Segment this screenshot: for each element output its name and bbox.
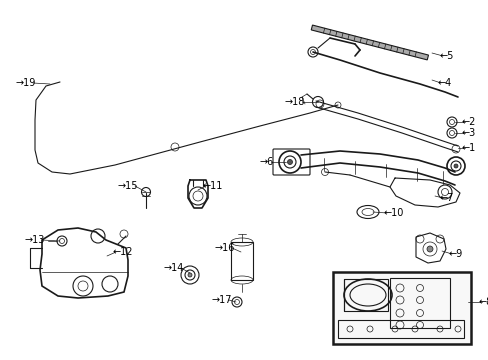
Text: →15: →15	[117, 181, 138, 191]
Bar	[343, 279, 387, 311]
Text: →18: →18	[284, 97, 305, 107]
Text: →19: →19	[16, 78, 36, 88]
Bar	[332, 272, 470, 344]
Text: ←4: ←4	[437, 78, 451, 88]
Text: →6: →6	[259, 157, 273, 167]
Circle shape	[453, 164, 457, 168]
Bar	[337, 320, 463, 338]
Text: ←12: ←12	[113, 247, 133, 257]
Text: →14: →14	[163, 263, 183, 273]
Text: ←2: ←2	[461, 117, 475, 127]
Text: ←11: ←11	[203, 181, 223, 191]
Text: →16: →16	[214, 243, 235, 253]
Circle shape	[426, 246, 432, 252]
Text: ←1: ←1	[461, 143, 475, 153]
Bar	[230, 242, 252, 280]
Text: ←10: ←10	[383, 208, 404, 218]
Text: →17: →17	[211, 295, 231, 305]
Bar	[389, 278, 449, 328]
Text: ←7: ←7	[439, 193, 453, 203]
Circle shape	[287, 159, 292, 165]
Polygon shape	[311, 25, 427, 60]
Text: ←8: ←8	[478, 297, 488, 307]
Text: ←3: ←3	[461, 128, 475, 138]
Text: ←5: ←5	[439, 51, 453, 61]
Text: ←9: ←9	[448, 249, 462, 259]
Circle shape	[187, 273, 192, 277]
Text: →13: →13	[24, 235, 45, 245]
